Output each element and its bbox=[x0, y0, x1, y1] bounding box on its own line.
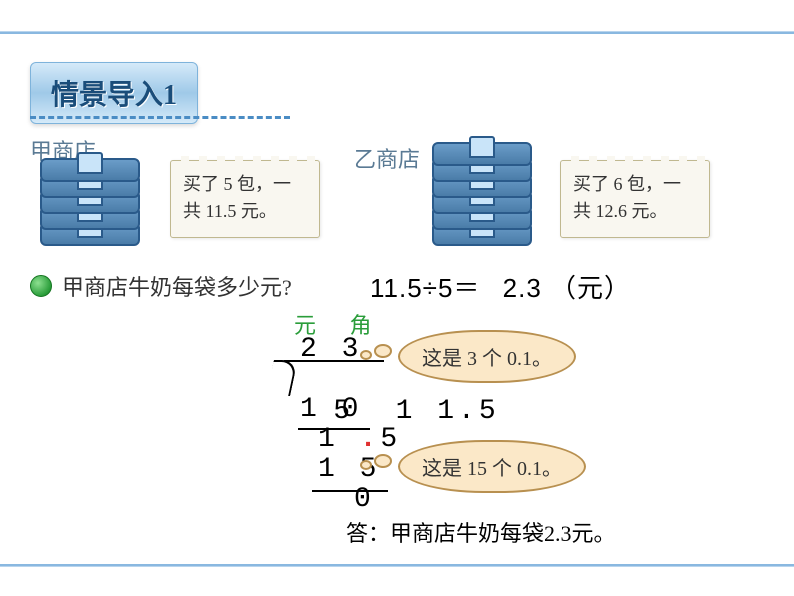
title-badge: 情景导入1 bbox=[30, 62, 198, 124]
underline-2 bbox=[312, 490, 388, 492]
equation-expr: 11.5÷5＝ bbox=[370, 273, 480, 303]
note-b-line2: 共 12.6 元。 bbox=[573, 198, 697, 225]
dashed-underline bbox=[30, 116, 290, 119]
top-divider bbox=[0, 32, 794, 34]
title-text: 情景导入1 bbox=[51, 80, 177, 111]
note-a-line2: 共 11.5 元。 bbox=[183, 198, 307, 225]
thought-1-text: 这是 3 个 0.1。 bbox=[422, 348, 552, 370]
equation-unit: （元） bbox=[550, 274, 631, 303]
bubble-tail-icon bbox=[374, 454, 392, 468]
bullet-icon bbox=[30, 275, 52, 297]
milk-stack-b bbox=[432, 156, 532, 246]
question-row: 甲商店牛奶每袋多少元? bbox=[30, 270, 292, 302]
bottom-divider bbox=[0, 564, 794, 566]
bubble-tail-icon bbox=[360, 350, 372, 360]
question-text: 甲商店牛奶每袋多少元? bbox=[62, 270, 292, 302]
note-card-b: 买了 6 包，一 共 12.6 元。 bbox=[560, 160, 710, 238]
thought-bubble-2: 这是 15 个 0.1。 bbox=[398, 440, 586, 493]
thought-bubble-1: 这是 3 个 0.1。 bbox=[398, 330, 576, 383]
underline-1 bbox=[298, 428, 370, 430]
equation-result: 2.3 bbox=[503, 273, 542, 303]
dividend: 1 1.5 bbox=[396, 396, 500, 427]
equation: 11.5÷5＝ 2.3 （元） bbox=[370, 268, 631, 305]
note-card-a: 买了 5 包，一 共 11.5 元。 bbox=[170, 160, 320, 238]
note-b-line1: 买了 6 包，一 bbox=[573, 171, 697, 198]
bubble-tail-icon bbox=[360, 460, 372, 470]
division-bracket bbox=[284, 360, 384, 392]
note-a-line1: 买了 5 包，一 bbox=[183, 171, 307, 198]
divisor: 5 bbox=[333, 396, 354, 427]
store-b-label: 乙商店 bbox=[354, 142, 420, 174]
answer-text: 答：甲商店牛奶每袋2.3元。 bbox=[346, 516, 616, 548]
milk-stack-a bbox=[40, 156, 140, 246]
bubble-tail-icon bbox=[374, 344, 392, 358]
thought-2-text: 这是 15 个 0.1。 bbox=[422, 458, 562, 480]
